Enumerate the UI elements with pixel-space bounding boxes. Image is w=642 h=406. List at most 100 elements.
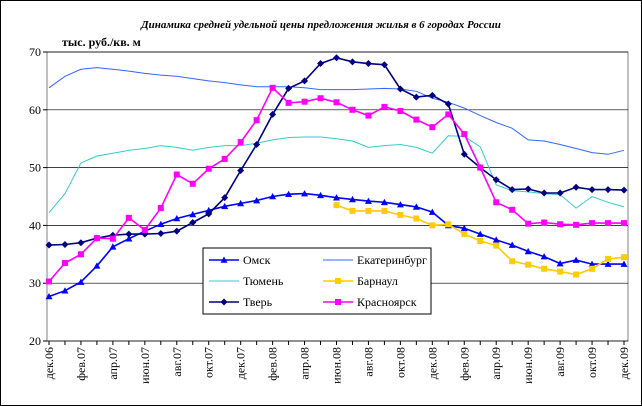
series-line <box>48 67 625 155</box>
data-point <box>413 116 420 123</box>
data-point <box>301 98 308 105</box>
chart-title: Динамика средней удельной цены предложен… <box>140 19 501 31</box>
data-point <box>61 287 69 294</box>
data-point <box>189 210 197 218</box>
data-point <box>221 155 228 162</box>
data-point <box>621 254 627 261</box>
data-point <box>460 224 468 232</box>
data-point <box>77 239 85 247</box>
x-tick-label: апр.08 <box>298 347 312 380</box>
data-point <box>189 180 196 187</box>
data-point <box>269 193 277 200</box>
data-point <box>333 99 340 106</box>
data-point <box>525 261 532 268</box>
data-point <box>237 199 245 207</box>
data-point <box>557 268 564 275</box>
data-point <box>509 258 516 265</box>
data-point <box>46 278 52 285</box>
legend-label: Барнаул <box>357 274 398 288</box>
data-point <box>61 240 69 248</box>
x-tick-label: апр.09 <box>489 347 503 380</box>
data-point <box>588 186 596 194</box>
data-point <box>173 227 181 235</box>
x-tick-label: дек.09 <box>617 347 631 379</box>
data-point <box>125 214 132 221</box>
data-point <box>572 256 580 263</box>
x-tick-label: фев.07 <box>74 347 88 381</box>
data-point <box>413 215 420 222</box>
y-tick-label: 30 <box>29 276 41 290</box>
data-point <box>45 292 53 300</box>
data-point <box>125 235 133 242</box>
data-point <box>348 195 356 203</box>
data-point <box>221 194 229 202</box>
data-point <box>348 58 356 66</box>
data-point <box>301 190 309 197</box>
y-tick-label: 40 <box>29 218 41 232</box>
legend-marker <box>335 278 341 284</box>
data-point <box>157 220 165 228</box>
data-point <box>189 219 197 227</box>
data-point <box>620 260 628 267</box>
x-tick-label: дек.07 <box>234 347 248 379</box>
data-point <box>269 110 277 118</box>
data-point <box>349 106 356 113</box>
data-point <box>285 84 293 92</box>
data-point <box>317 95 324 102</box>
data-point <box>429 124 436 131</box>
data-point <box>541 219 548 226</box>
data-point <box>157 205 164 212</box>
data-point <box>221 202 229 210</box>
data-point <box>621 220 627 227</box>
data-point <box>237 166 245 174</box>
data-point <box>428 91 436 99</box>
data-point <box>476 230 484 237</box>
data-point <box>589 265 596 272</box>
legend: Омск Екатеринбург Тюмень Барнаул Тверь Красно… <box>202 247 432 315</box>
x-tick-label: окт.09 <box>585 347 599 378</box>
data-point <box>572 183 580 191</box>
data-point <box>365 207 372 214</box>
data-point <box>125 230 133 238</box>
data-point <box>605 255 612 262</box>
data-point <box>396 201 404 208</box>
data-point <box>301 77 309 85</box>
data-point <box>397 211 404 218</box>
data-point <box>364 197 372 204</box>
legend-marker <box>335 299 341 305</box>
x-tick-label: фев.09 <box>457 347 471 381</box>
data-point <box>285 99 292 106</box>
data-point <box>492 236 500 243</box>
x-tick-label: авг.08 <box>361 347 375 377</box>
x-tick-label: июн.07 <box>138 347 152 384</box>
data-point <box>493 199 500 206</box>
data-point <box>525 220 532 227</box>
data-point <box>396 85 404 93</box>
data-point <box>460 150 468 158</box>
data-point <box>477 238 484 245</box>
legend-label: Тверь <box>243 295 273 309</box>
data-point <box>93 262 101 269</box>
x-tick-label: авг.07 <box>170 347 184 377</box>
data-point <box>173 214 181 222</box>
data-point <box>508 241 516 248</box>
data-point <box>205 210 213 218</box>
data-point <box>540 253 548 260</box>
data-point <box>556 260 564 267</box>
data-point <box>509 206 516 213</box>
legend-label: Красноярск <box>357 295 417 309</box>
legend-label: Екатеринбург <box>357 253 427 267</box>
data-point <box>444 100 452 108</box>
data-point <box>429 222 436 229</box>
data-point <box>317 60 325 68</box>
data-point <box>333 194 340 201</box>
x-tick-label: авг.09 <box>553 347 567 377</box>
data-point <box>541 265 548 272</box>
data-point <box>317 191 325 199</box>
data-point <box>445 111 452 118</box>
x-tick-label: июн.08 <box>330 347 344 384</box>
data-point <box>253 140 261 148</box>
data-point <box>333 54 340 62</box>
data-point <box>573 221 580 228</box>
